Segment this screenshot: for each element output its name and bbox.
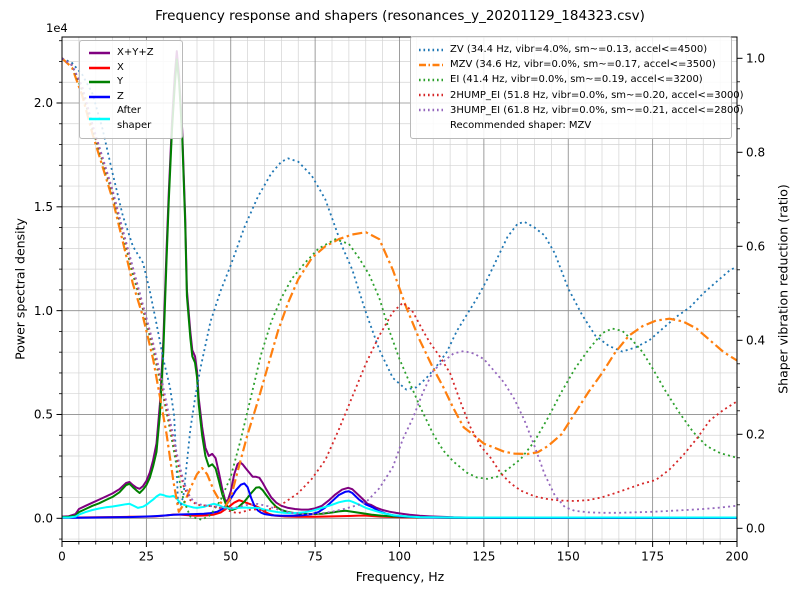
svg-text:50: 50 [223, 550, 238, 564]
svg-text:1.0: 1.0 [34, 304, 53, 318]
legend-item: ZV (34.4 Hz, vibr=4.0%, sm~=0.13, accel<… [419, 42, 723, 57]
chart-title: Frequency response and shapers (resonanc… [155, 8, 645, 24]
svg-text:1.5: 1.5 [34, 200, 53, 214]
legend-line-sample [419, 107, 443, 113]
legend-line-sample [89, 116, 110, 122]
legend-item-label: X+Y+Z [117, 47, 154, 58]
legend-line-sample [89, 94, 110, 100]
legend-item-label: MZV (34.6 Hz, vibr=0.0%, sm~=0.17, accel… [450, 59, 716, 71]
legend-item: Y [89, 75, 173, 90]
svg-text:75: 75 [307, 550, 322, 564]
svg-text:175: 175 [641, 550, 664, 564]
svg-text:0.4: 0.4 [746, 334, 765, 348]
legend-item: Z [89, 90, 173, 105]
svg-text:0.6: 0.6 [746, 240, 765, 254]
legend-item-label: X [117, 61, 124, 73]
x-axis-label: Frequency, Hz [355, 569, 445, 584]
y-axis-right-label: Shaper vibration reduction (ratio) [775, 184, 791, 394]
svg-text:25: 25 [139, 550, 154, 564]
legend-line-sample [89, 50, 110, 56]
legend-psd: X+Y+Z X Y Z After shaper [79, 40, 183, 139]
svg-text:0.2: 0.2 [746, 428, 765, 442]
legend-item: MZV (34.6 Hz, vibr=0.0%, sm~=0.17, accel… [419, 57, 723, 72]
svg-text:0: 0 [58, 550, 66, 564]
svg-text:100: 100 [388, 550, 411, 564]
y-axis-offset-label: 1e4 [46, 21, 68, 35]
legend-item: X [89, 61, 173, 76]
legend-line-sample [419, 77, 443, 83]
legend-shapers: ZV (34.4 Hz, vibr=4.0%, sm~=0.13, accel<… [410, 36, 744, 140]
svg-text:200: 200 [726, 550, 749, 564]
legend-item: EI (41.4 Hz, vibr=0.0%, sm~=0.19, accel<… [419, 72, 723, 87]
legend-item-label: 2HUMP_EI (51.8 Hz, vibr=0.0%, sm~=0.20, … [450, 89, 744, 101]
legend-item: 3HUMP_EI (61.8 Hz, vibr=0.0%, sm~=0.21, … [419, 103, 744, 118]
legend-line-sample [419, 47, 443, 53]
legend-line-sample [419, 62, 443, 68]
legend-footer: Recommended shaper: MZV [450, 120, 592, 132]
legend-line-sample [419, 92, 443, 98]
svg-text:125: 125 [472, 550, 495, 564]
legend-line-sample [89, 65, 110, 71]
legend-item-label: EI (41.4 Hz, vibr=0.0%, sm~=0.19, accel<… [450, 74, 703, 86]
legend-item-label: 3HUMP_EI (61.8 Hz, vibr=0.0%, sm~=0.21, … [450, 104, 744, 116]
svg-text:2.0: 2.0 [34, 96, 53, 110]
svg-text:1.0: 1.0 [746, 52, 765, 66]
legend-item-label: ZV (34.4 Hz, vibr=4.0%, sm~=0.13, accel<… [450, 44, 708, 55]
y-axis-left-label: Power spectral density [12, 218, 28, 360]
legend-item-label: Z [117, 90, 124, 102]
legend-item: 2HUMP_EI (51.8 Hz, vibr=0.0%, sm~=0.20, … [419, 88, 744, 103]
legend-item: After shaper [89, 104, 173, 133]
legend-item-label: After shaper [117, 105, 152, 131]
svg-text:0.0: 0.0 [746, 522, 765, 536]
svg-text:0.8: 0.8 [746, 146, 765, 160]
svg-text:150: 150 [557, 550, 580, 564]
svg-text:0.0: 0.0 [34, 512, 53, 526]
legend-item: X+Y+Z [89, 46, 173, 61]
legend-item-label: Y [117, 76, 124, 87]
legend-line-sample [89, 79, 110, 85]
svg-text:0.5: 0.5 [34, 408, 53, 422]
